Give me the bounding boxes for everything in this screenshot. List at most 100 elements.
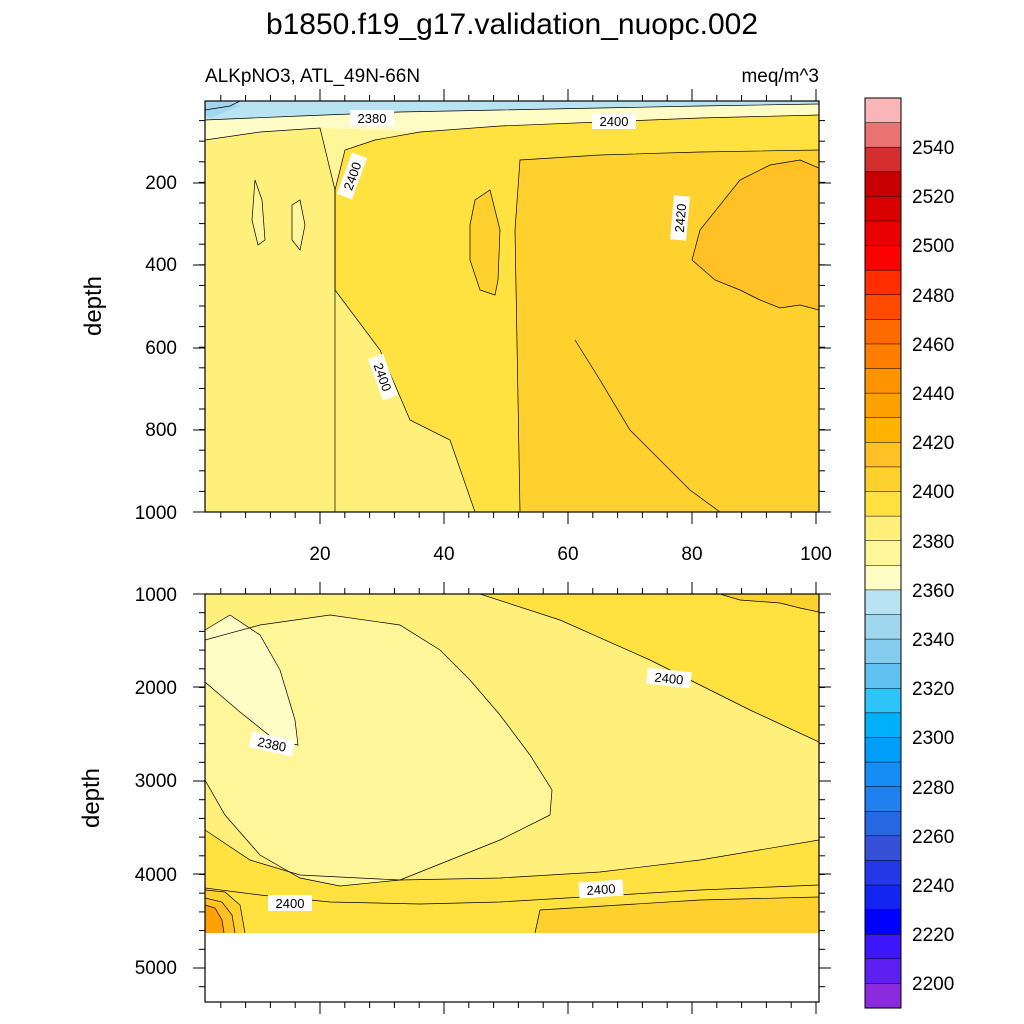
lower-contour-2430-left [205, 904, 225, 934]
colorbar-box [864, 368, 902, 394]
colorbar-box [864, 688, 902, 714]
upper-contour-2410b [469, 189, 501, 296]
lower-y-tick-labels: 1000 2000 3000 4000 5000 [135, 585, 177, 979]
lower-ytick-2000: 2000 [135, 678, 177, 699]
upper-y-axis-label: depth [80, 276, 107, 336]
upper-panel: 2380 2400 2400 2420 2400 200 [80, 89, 832, 565]
colorbar-box [864, 220, 902, 247]
colorbar-box [864, 540, 902, 566]
upper-ytick-200: 200 [145, 173, 177, 194]
upper-fill-surface-2385 [205, 104, 819, 140]
lower-fill-2410-right [720, 594, 819, 612]
colorbar-labels: 2540 2520 2500 2480 2460 2440 2420 2400 … [912, 138, 954, 995]
chart-title: b1850.f19_g17.validation_nuopc.002 [266, 8, 758, 41]
lower-contour-2410-right [719, 594, 819, 613]
subtitle-units: meq/m^3 [741, 66, 819, 87]
colorbar-label-2380: 2380 [912, 532, 954, 553]
upper-ytick-1000: 1000 [135, 503, 177, 524]
colorbar-label-2480: 2480 [912, 286, 954, 307]
colorbar-box [864, 122, 902, 148]
upper-contour-2400 [334, 114, 819, 512]
colorbar-box [864, 245, 902, 271]
colorbar-box [864, 663, 902, 689]
colorbar-box [864, 417, 902, 443]
subtitle-left: ALKpNO3, ATL_49N-66N [205, 66, 420, 87]
colorbar-label-2340: 2340 [912, 630, 954, 651]
colorbar-box [864, 442, 902, 468]
upper-y-tick-labels: 200 400 600 800 1000 [135, 173, 177, 524]
upper-contour-2405 [574, 339, 721, 512]
upper-contour-label-4: 2420 [672, 203, 689, 233]
colorbar-box [864, 515, 902, 542]
lower-contour-labels: 2400 2380 2400 2400 [248, 667, 692, 911]
colorbar-box [864, 466, 902, 493]
colorbar-box [864, 392, 902, 419]
colorbar-label-2420: 2420 [912, 433, 954, 454]
upper-contour-2385-a [251, 179, 266, 246]
upper-contour-2385-b [291, 199, 306, 251]
colorbar-box [864, 958, 902, 984]
lower-panel: 2400 2380 2400 2400 1000 2000 3000 4000 [78, 582, 831, 1014]
colorbar-box [864, 614, 902, 640]
colorbar-box [864, 589, 902, 616]
lower-ytick-1000: 1000 [135, 585, 177, 606]
lower-contour-2420-left [205, 897, 236, 934]
lower-contour-2410-left [205, 889, 246, 934]
xtick-20: 20 [309, 544, 330, 565]
colorbar-label-2540: 2540 [912, 138, 954, 159]
colorbar-label-2460: 2460 [912, 335, 954, 356]
colorbar: 2540 2520 2500 2480 2460 2440 2420 2400 … [864, 97, 954, 1009]
xtick-60: 60 [557, 544, 578, 565]
colorbar-label-2240: 2240 [912, 876, 954, 897]
colorbar-label-2280: 2280 [912, 778, 954, 799]
colorbar-box [864, 638, 902, 665]
upper-fill-2420 [692, 160, 819, 310]
colorbar-box [864, 933, 902, 960]
upper-fill-surface-2360 [205, 101, 819, 120]
xtick-80: 80 [681, 544, 702, 565]
upper-contour-2410 [514, 149, 819, 512]
lower-contour-2400-bottom [205, 829, 819, 881]
lower-ytick-3000: 3000 [135, 771, 177, 792]
colorbar-box [864, 983, 902, 1009]
upper-contour-2420 [691, 159, 819, 311]
upper-ytick-400: 400 [145, 255, 177, 276]
colorbar-box [864, 491, 902, 517]
colorbar-frame [864, 97, 902, 1009]
upper-fill-2385-a [252, 180, 265, 245]
colorbar-label-2440: 2440 [912, 384, 954, 405]
upper-fill-2410b [470, 190, 500, 295]
colorbar-label-2320: 2320 [912, 679, 954, 700]
upper-ytick-600: 600 [145, 338, 177, 359]
upper-fill-2395 [205, 128, 475, 512]
lower-contour-2390 [205, 614, 553, 887]
xtick-40: 40 [433, 544, 454, 565]
colorbar-box [864, 294, 902, 320]
colorbar-box [864, 565, 902, 591]
colorbar-box [864, 786, 902, 812]
colorbar-label-2500: 2500 [912, 236, 954, 257]
colorbar-box [864, 712, 902, 738]
colorbar-box [864, 319, 902, 345]
colorbar-label-2300: 2300 [912, 728, 954, 749]
upper-fill-2385-b [292, 200, 305, 250]
lower-contour-label-1: 2400 [654, 670, 684, 688]
lower-ytick-5000: 5000 [135, 958, 177, 979]
colorbar-box [864, 810, 902, 837]
colorbar-box [864, 171, 902, 197]
upper-contour-lines [205, 101, 819, 512]
lower-fill-2430-left [205, 905, 224, 933]
lower-contour-label-3: 2400 [276, 896, 305, 911]
lower-contour-2385 [205, 614, 299, 746]
xtick-100: 100 [800, 544, 832, 565]
colorbar-box [864, 835, 902, 861]
lower-contour-2400-top [479, 594, 819, 743]
upper-contour-2390 [205, 101, 241, 111]
colorbar-box [864, 97, 902, 124]
lower-frame [204, 593, 820, 1003]
lower-tick-marks [193, 582, 831, 1014]
upper-contour-label-2: 2400 [600, 114, 629, 129]
lower-contour-lines [205, 594, 819, 934]
colorbar-label-2260: 2260 [912, 827, 954, 848]
